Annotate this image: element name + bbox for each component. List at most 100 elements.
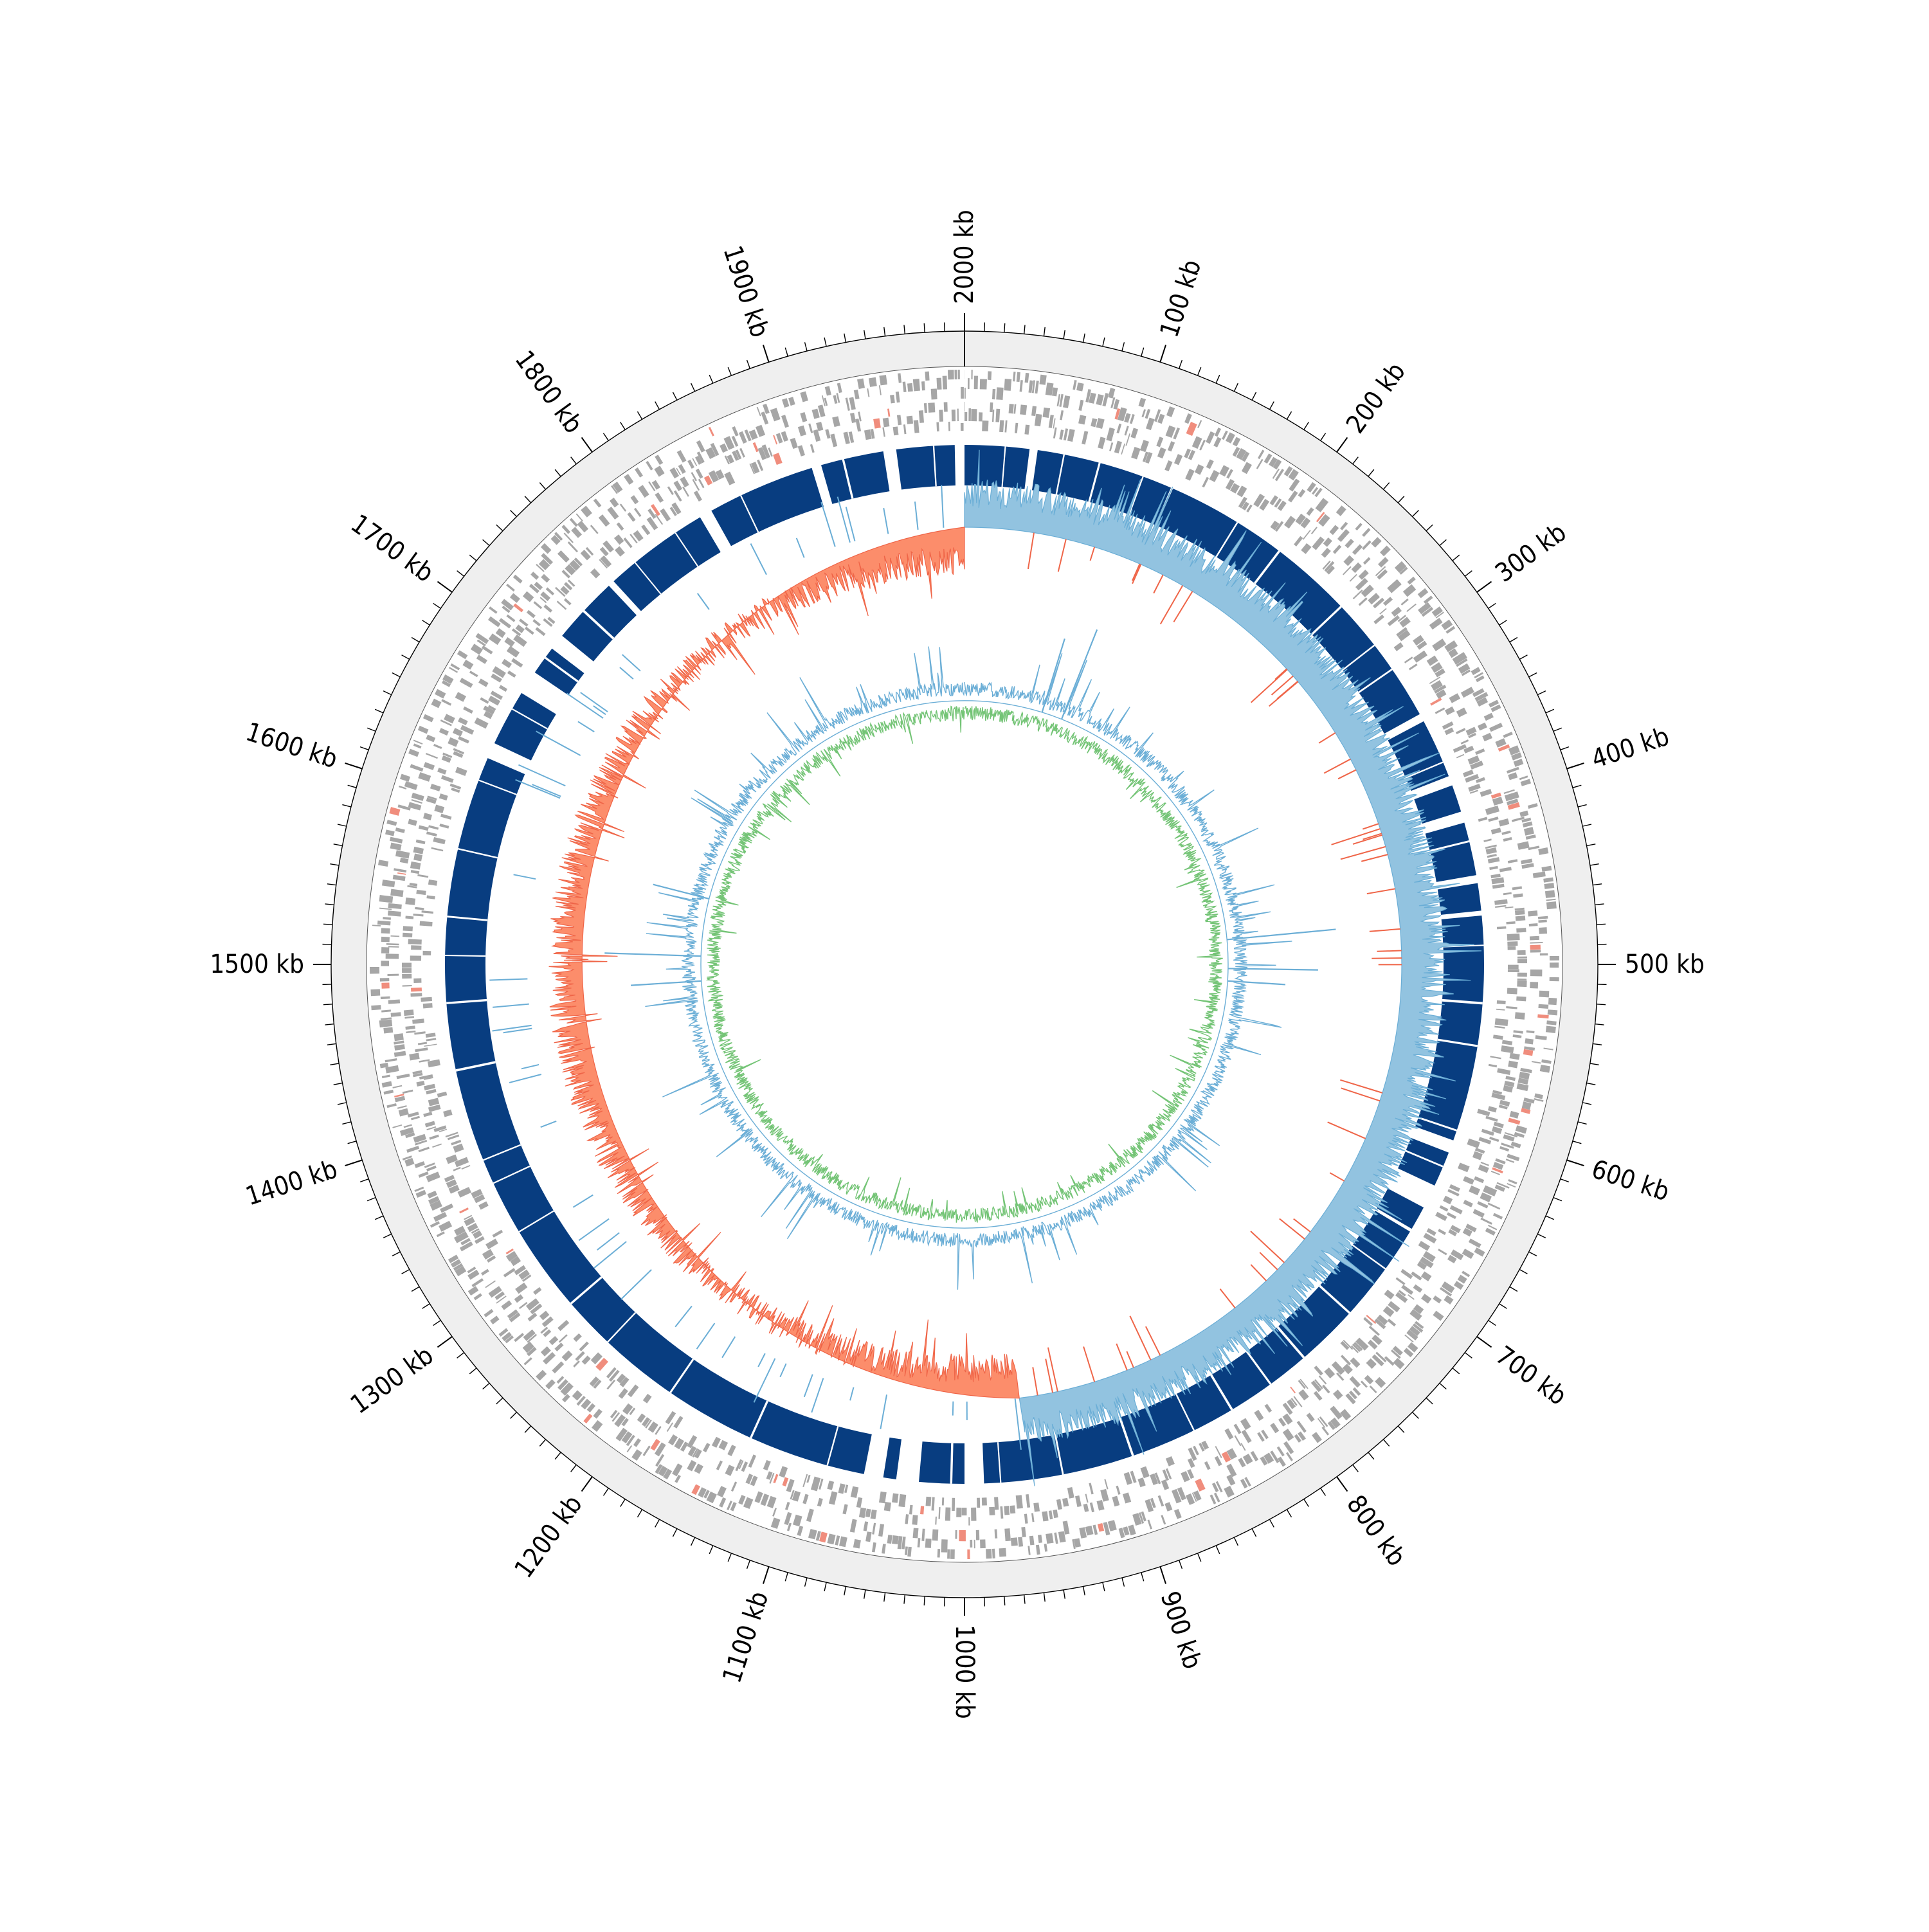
feature (716, 1461, 723, 1470)
feature (390, 889, 403, 897)
feature (610, 498, 619, 507)
feature (1507, 934, 1520, 941)
feature (1543, 1048, 1553, 1051)
feature (907, 1547, 912, 1557)
feature (1432, 638, 1446, 651)
feature (408, 939, 422, 945)
minor-tick (1179, 360, 1182, 368)
feature (1478, 1164, 1489, 1173)
feature (724, 472, 735, 485)
feature (527, 610, 536, 618)
feature (370, 967, 379, 974)
feature (943, 376, 947, 390)
feature (501, 1301, 512, 1310)
feature (942, 1497, 944, 1505)
feature (968, 408, 971, 421)
minor-tick (1321, 433, 1326, 441)
feature (1130, 414, 1135, 424)
feature (1408, 1294, 1415, 1300)
feature (698, 479, 705, 489)
feature (1378, 557, 1389, 567)
block (1414, 786, 1461, 824)
feature (394, 1033, 404, 1041)
feature (1413, 651, 1427, 663)
feature (440, 814, 451, 820)
minor-tick (1252, 392, 1256, 400)
minor-tick (1553, 1198, 1562, 1201)
feature (423, 813, 432, 820)
feature (1517, 973, 1527, 977)
feature (624, 474, 633, 485)
feature (397, 872, 406, 875)
feature (590, 525, 599, 534)
feature (882, 427, 885, 437)
feature (381, 997, 390, 1000)
minor-tick (603, 1488, 608, 1496)
feature (1017, 372, 1020, 382)
minor-tick (1573, 1141, 1581, 1144)
minor-tick (1489, 603, 1496, 608)
skew-spike (883, 508, 888, 534)
feature (1523, 822, 1533, 827)
skew-spike (493, 1025, 532, 1031)
skew-spike (846, 507, 855, 541)
skew-spike (1251, 1231, 1284, 1263)
feature (493, 1230, 503, 1238)
feature (790, 438, 798, 449)
feature (1528, 910, 1537, 916)
minor-tick (402, 655, 410, 660)
feature (426, 1033, 436, 1038)
minor-tick (1064, 330, 1065, 339)
feature (1517, 979, 1527, 980)
feature (941, 1539, 948, 1552)
feature (1516, 997, 1526, 1002)
feature (431, 699, 441, 709)
skew-spike (750, 544, 766, 575)
feature (1540, 953, 1548, 956)
feature (1020, 380, 1023, 392)
skew-spike (1260, 1252, 1277, 1270)
feature (1185, 469, 1195, 481)
feature (1054, 1533, 1058, 1544)
feature (485, 1280, 496, 1288)
skew-spike (1361, 854, 1388, 862)
minor-tick (402, 1270, 410, 1274)
minor-tick (412, 637, 419, 642)
feature (404, 1009, 414, 1016)
feature (411, 988, 422, 992)
feature (959, 1530, 966, 1541)
feature (673, 481, 682, 491)
skew-spike (941, 485, 943, 528)
feature (382, 880, 395, 887)
feature (1450, 1205, 1463, 1214)
feature (1475, 748, 1485, 755)
feature (1004, 379, 1012, 391)
skew-spike (722, 1337, 735, 1358)
feature (905, 1546, 908, 1555)
skew-spike (1116, 1344, 1127, 1370)
feature (1063, 395, 1070, 408)
feature (1503, 732, 1512, 738)
feature (1492, 884, 1505, 889)
feature (914, 420, 919, 433)
minor-tick (1141, 1573, 1144, 1581)
feature (462, 1165, 471, 1169)
minor-tick (904, 325, 905, 334)
feature (426, 1089, 436, 1094)
feature (402, 968, 412, 973)
feature (624, 537, 633, 548)
tick-label: 500 kb (1625, 950, 1705, 979)
minor-tick (1122, 342, 1124, 351)
feature (400, 858, 409, 863)
minor-tick (1368, 469, 1374, 476)
feature (1206, 431, 1215, 444)
minor-tick (327, 884, 336, 885)
feature (480, 698, 489, 704)
feature (896, 392, 900, 402)
feature (1157, 447, 1166, 458)
minor-tick (655, 402, 660, 410)
feature (1546, 899, 1555, 901)
minor-tick (603, 433, 608, 441)
feature (854, 390, 860, 399)
minor-tick (1546, 709, 1554, 713)
